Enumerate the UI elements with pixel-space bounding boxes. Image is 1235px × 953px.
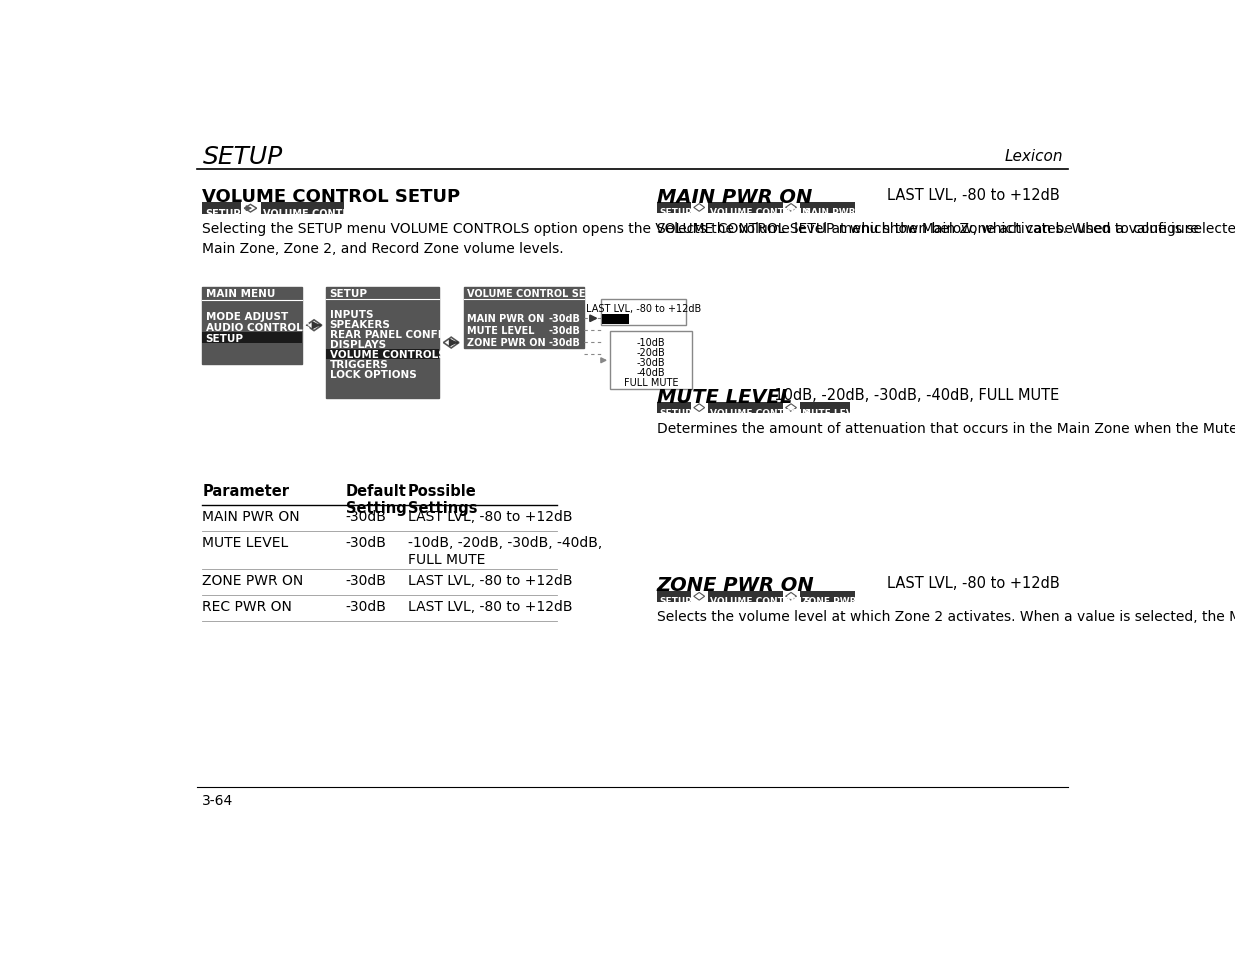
Text: SPEAKERS: SPEAKERS (330, 320, 390, 330)
Text: MUTE LEVEL: MUTE LEVEL (802, 408, 864, 417)
Text: MODE ADJUST: MODE ADJUST (205, 312, 288, 322)
Text: -10dB: -10dB (637, 337, 666, 348)
Text: SETUP: SETUP (205, 209, 241, 219)
FancyBboxPatch shape (261, 203, 345, 215)
FancyBboxPatch shape (610, 332, 693, 390)
Text: LAST LVL, -80 to +12dB: LAST LVL, -80 to +12dB (887, 188, 1060, 202)
Text: MAIN PWR ON: MAIN PWR ON (657, 188, 811, 207)
Text: Determines the amount of attenuation that occurs in the Main Zone when the Mute : Determines the amount of attenuation tha… (657, 421, 1235, 436)
Text: ZONE PWR ON: ZONE PWR ON (657, 576, 814, 595)
Text: SETUP: SETUP (203, 145, 283, 169)
Text: -20dB: -20dB (637, 348, 666, 357)
Text: VOLUME CONTROLS: VOLUME CONTROLS (710, 408, 811, 417)
FancyBboxPatch shape (657, 591, 692, 602)
Text: Default
Setting: Default Setting (346, 483, 406, 516)
Text: -30dB: -30dB (346, 599, 387, 614)
Text: SETUP: SETUP (659, 408, 692, 417)
Text: -10dB, -20dB, -30dB, -40dB,
FULL MUTE: -10dB, -20dB, -30dB, -40dB, FULL MUTE (408, 536, 601, 566)
Polygon shape (245, 205, 257, 213)
Text: TRIGGERS: TRIGGERS (330, 359, 388, 370)
Text: VOLUME CONTROL SETUP: VOLUME CONTROL SETUP (467, 289, 606, 298)
FancyBboxPatch shape (708, 203, 783, 213)
Text: -30dB: -30dB (548, 326, 580, 335)
FancyBboxPatch shape (601, 314, 629, 324)
Text: MUTE LEVEL: MUTE LEVEL (657, 388, 792, 406)
Polygon shape (785, 204, 797, 213)
FancyBboxPatch shape (203, 203, 241, 215)
Text: -30dB: -30dB (346, 510, 387, 524)
Text: -30dB: -30dB (346, 536, 387, 550)
Polygon shape (785, 593, 797, 600)
Text: VOLUME CONTROLS: VOLUME CONTROLS (710, 597, 811, 606)
FancyBboxPatch shape (799, 203, 855, 213)
Text: VOLUME CONTROL SETUP: VOLUME CONTROL SETUP (203, 188, 461, 206)
Text: Lexicon: Lexicon (1005, 150, 1063, 164)
Text: -30dB: -30dB (548, 350, 580, 360)
FancyBboxPatch shape (326, 288, 438, 399)
Text: Parameter: Parameter (203, 483, 289, 498)
Text: -30dB: -30dB (637, 357, 666, 368)
Text: SETUP: SETUP (659, 208, 692, 217)
Text: REC PWR ON: REC PWR ON (467, 350, 536, 360)
FancyBboxPatch shape (463, 288, 584, 349)
Text: DISPLAYS: DISPLAYS (330, 339, 385, 350)
Text: -30dB: -30dB (548, 337, 580, 348)
Text: LAST LVL, -80 to +12dB: LAST LVL, -80 to +12dB (585, 304, 701, 314)
Text: -30dB: -30dB (548, 314, 580, 323)
Text: Selects the volume level at which Zone 2 activates. When a value is selected, th: Selects the volume level at which Zone 2… (657, 610, 1235, 623)
Text: INPUTS: INPUTS (330, 310, 373, 319)
Text: ZONE PWR ON: ZONE PWR ON (203, 574, 304, 588)
Text: MAIN PWR ON: MAIN PWR ON (203, 510, 300, 524)
Text: MAIN PWR ON: MAIN PWR ON (467, 314, 543, 323)
Text: -10dB, -20dB, -30dB, -40dB, FULL MUTE: -10dB, -20dB, -30dB, -40dB, FULL MUTE (769, 388, 1060, 402)
Text: SETUP: SETUP (205, 334, 243, 343)
Text: REC PWR ON: REC PWR ON (203, 599, 293, 614)
Text: VOLUME CONTROLS: VOLUME CONTROLS (710, 208, 811, 217)
FancyBboxPatch shape (326, 350, 438, 359)
FancyBboxPatch shape (708, 403, 783, 414)
Text: MAIN PWR ON: MAIN PWR ON (802, 208, 874, 217)
Text: LOCK OPTIONS: LOCK OPTIONS (330, 370, 416, 379)
Polygon shape (694, 404, 705, 412)
Text: LAST LVL, -80 to +12dB: LAST LVL, -80 to +12dB (408, 574, 572, 588)
Text: LAST LVL, -80 to +12dB: LAST LVL, -80 to +12dB (408, 599, 572, 614)
FancyBboxPatch shape (203, 333, 301, 344)
Text: ZONE PWR ON: ZONE PWR ON (802, 597, 874, 606)
Polygon shape (443, 337, 459, 349)
Text: MUTE LEVEL: MUTE LEVEL (203, 536, 289, 550)
Polygon shape (306, 320, 322, 332)
FancyBboxPatch shape (708, 591, 783, 602)
Polygon shape (694, 593, 705, 600)
Text: MAIN MENU: MAIN MENU (205, 289, 275, 298)
FancyBboxPatch shape (203, 288, 301, 300)
FancyBboxPatch shape (203, 288, 301, 364)
Text: FULL MUTE: FULL MUTE (624, 377, 678, 388)
Polygon shape (694, 204, 705, 213)
Text: LAST LVL, -80 to +12dB: LAST LVL, -80 to +12dB (887, 576, 1060, 591)
FancyBboxPatch shape (657, 203, 692, 213)
Text: REAR PANEL CONFIG: REAR PANEL CONFIG (330, 330, 450, 339)
FancyBboxPatch shape (600, 300, 685, 326)
Text: -30dB: -30dB (346, 574, 387, 588)
Text: MUTE LEVEL: MUTE LEVEL (467, 326, 535, 335)
FancyBboxPatch shape (799, 403, 850, 414)
Text: AUDIO CONTROLS: AUDIO CONTROLS (205, 322, 310, 333)
FancyBboxPatch shape (657, 403, 692, 414)
Polygon shape (785, 404, 797, 412)
Text: ZONE PWR ON: ZONE PWR ON (467, 337, 546, 348)
Text: Possible
Settings: Possible Settings (408, 483, 477, 516)
Text: VOLUME CONTROLS: VOLUME CONTROLS (263, 209, 372, 219)
Text: LAST LVL, -80 to +12dB: LAST LVL, -80 to +12dB (408, 510, 572, 524)
Text: -40dB: -40dB (637, 368, 666, 377)
Text: SETUP: SETUP (330, 289, 368, 298)
Text: 3-64: 3-64 (203, 794, 233, 807)
FancyBboxPatch shape (799, 591, 855, 602)
Text: VOLUME CONTROLS: VOLUME CONTROLS (330, 350, 446, 359)
Text: SETUP: SETUP (659, 597, 692, 606)
Text: Selects the volume level at which the Main Zone activates. When a value is selec: Selects the volume level at which the Ma… (657, 221, 1235, 235)
Text: Selecting the SETUP menu VOLUME CONTROLS option opens the VOLUME CONTROL SETUP m: Selecting the SETUP menu VOLUME CONTROLS… (203, 222, 1199, 255)
